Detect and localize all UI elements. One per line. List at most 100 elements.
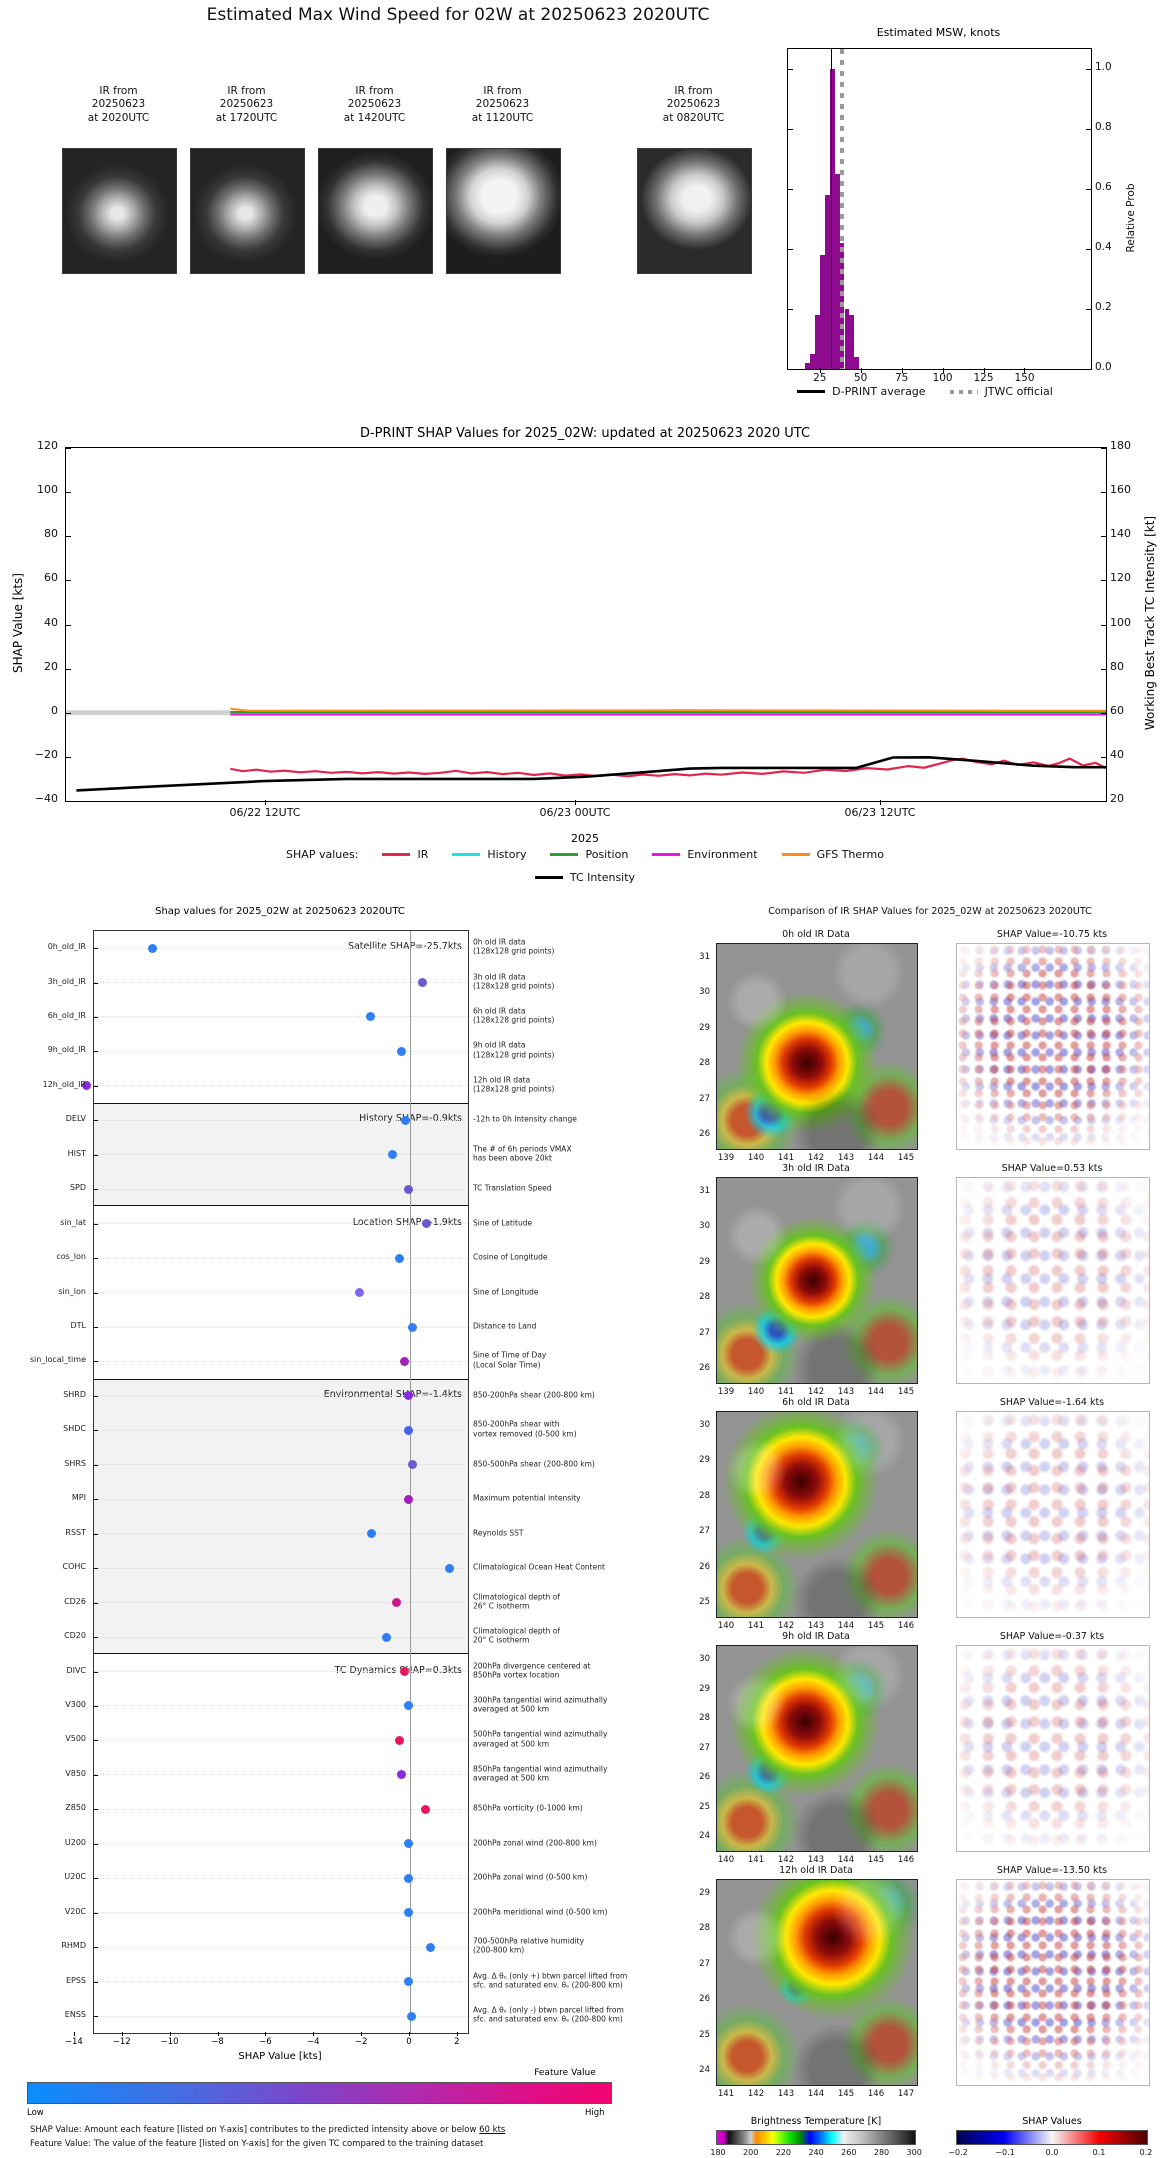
dotplot-xtick-label: −6 [259,2037,272,2047]
section-label: Satellite SHAP=-25.7kts [347,941,462,952]
shap-colorbar-tick-label: 0.1 [1092,2148,1106,2157]
row-gridline [94,1188,468,1190]
lon-tick-label: 143 [777,2089,795,2099]
lon-tick-label: 142 [807,1153,825,1163]
feature-row-label: sin_lat [60,1217,86,1227]
axis-tick [94,1016,98,1018]
legend-label: Environment [687,848,758,861]
feature-description: 6h old IR data (128x128 grid points) [473,1006,555,1025]
feature-dot-mpi [404,1494,414,1504]
feature-dot-dtl [407,1322,417,1332]
zero-line [410,931,411,2033]
footnote-shap-value: SHAP Value: Amount each feature [listed … [30,2125,690,2135]
axis-tick [94,1774,98,1776]
jtwc-official-line [839,49,844,369]
histogram-xtick-label: 125 [973,372,994,384]
feature-dot-sin_local_time [399,1356,409,1366]
feature-description: 850-500hPa shear (200-800 km) [473,1459,595,1469]
histogram-bar [849,315,855,369]
feature-row-label: DIVC [66,1665,86,1675]
axis-tick [409,2032,410,2036]
axis-tick [1024,368,1026,373]
lat-tick-label: 30 [699,1654,710,1664]
feature-description: Sine of Time of Day (Local Solar Time) [473,1351,547,1370]
timeseries-ytick-left: −40 [34,792,58,805]
timeseries-xtick-label: 06/23 00UTC [539,806,611,819]
feature-dot-enss [406,2011,416,2021]
axis-tick [94,1051,98,1053]
lat-tick-label: 29 [699,1256,710,1267]
timeseries-ytick-right: 60 [1110,703,1124,717]
lat-tick-label: 26 [699,1994,710,2005]
axis-tick [94,1533,98,1535]
axis-tick [1086,369,1091,370]
row-gridline [94,1223,468,1225]
timeseries-ytick-right: 120 [1110,571,1131,585]
feature-dot-6h_old_ir [366,1012,376,1022]
shap-timeseries-plot [65,447,1107,802]
timeseries-ytick-right: 20 [1110,792,1124,805]
ir-thumbnail-label: IR from 20250623 at 1720UTC [215,85,278,124]
row-gridline [94,1395,468,1397]
axis-tick [94,1120,98,1122]
feature-dot-epss [404,1977,414,1986]
dotplot-xtick-label: 0 [406,2037,412,2047]
feature-description: 200hPa zonal wind (0-500 km) [473,1872,588,1882]
lon-tick-label: 142 [777,1621,795,1631]
ir-satellite-thumbnail [446,148,561,274]
lon-tick-label: 146 [897,1621,915,1631]
lon-tick-label: 141 [747,1621,765,1631]
axis-tick [1101,712,1106,714]
timeseries-ytick-right: 160 [1110,483,1131,497]
legend-item-history: History [452,848,526,861]
lon-tick-label: 143 [837,1153,855,1163]
feature-row-label: DTL [70,1321,86,1330]
feature-description: Avg. Δ θₑ (only +) btwn parcel lifted fr… [473,1971,628,1990]
feature-description: Reynolds SST [473,1528,524,1537]
axis-tick [1086,249,1091,250]
comparison-title: Comparison of IR SHAP Values for 2025_02… [768,906,1092,917]
axis-tick [1101,668,1106,670]
feature-description: Avg. Δ θₑ (only -) btwn parcel lifted fr… [473,2005,624,2024]
timeseries-ytick-left: −20 [34,747,58,761]
lat-tick-label: 25 [699,1801,710,1812]
feature-description: Climatological Ocean Heat Content [473,1562,605,1572]
timeseries-ytick-left: 60 [44,571,58,585]
row-gridline [94,1016,468,1018]
feature-row-label: HIST [67,1148,86,1158]
axis-tick [94,1809,98,1811]
timeseries-svg [66,707,1106,792]
row-gridline [94,1085,468,1087]
axis-tick [66,492,71,494]
axis-tick [94,1912,98,1914]
feature-dot-12h_old_ir [82,1081,92,1091]
feature-row-label: CD26 [64,1596,86,1606]
lon-tick-label: 139 [717,1387,735,1397]
histogram-title: Estimated MSW, knots [876,26,1001,39]
feature-dot-v20c [404,1908,414,1918]
histogram-bar [854,357,860,369]
feature-description: Sine of Latitude [473,1217,533,1227]
lat-tick-label: 27 [699,1526,710,1537]
feature-row-label: COHC [62,1562,86,1572]
legend-item-environment: Environment [652,848,758,861]
axis-tick [169,2032,171,2036]
feature-dot-shdc [404,1425,414,1435]
axis-tick [94,1464,98,1466]
line-swatch [452,853,481,856]
feature-row-label: DELV [65,1114,86,1124]
legend-label: JTWC official [984,385,1053,398]
feature-description: 850-200hPa shear with vortex removed (0-… [473,1419,577,1439]
lon-tick-label: 140 [717,1855,735,1865]
axis-tick [265,800,266,805]
axis-tick [361,2032,363,2036]
axis-tick [1086,69,1091,70]
timeseries-ytick-left: 100 [37,483,58,497]
line-swatch [797,390,826,393]
axis-tick [94,1258,98,1260]
histogram-ytick-label: 1.0 [1095,61,1112,73]
legend-label: Position [585,848,629,861]
feature-description: TC Translation Speed [473,1183,552,1193]
msw-histogram-plot [787,48,1092,370]
lat-tick-label: 30 [699,987,710,998]
